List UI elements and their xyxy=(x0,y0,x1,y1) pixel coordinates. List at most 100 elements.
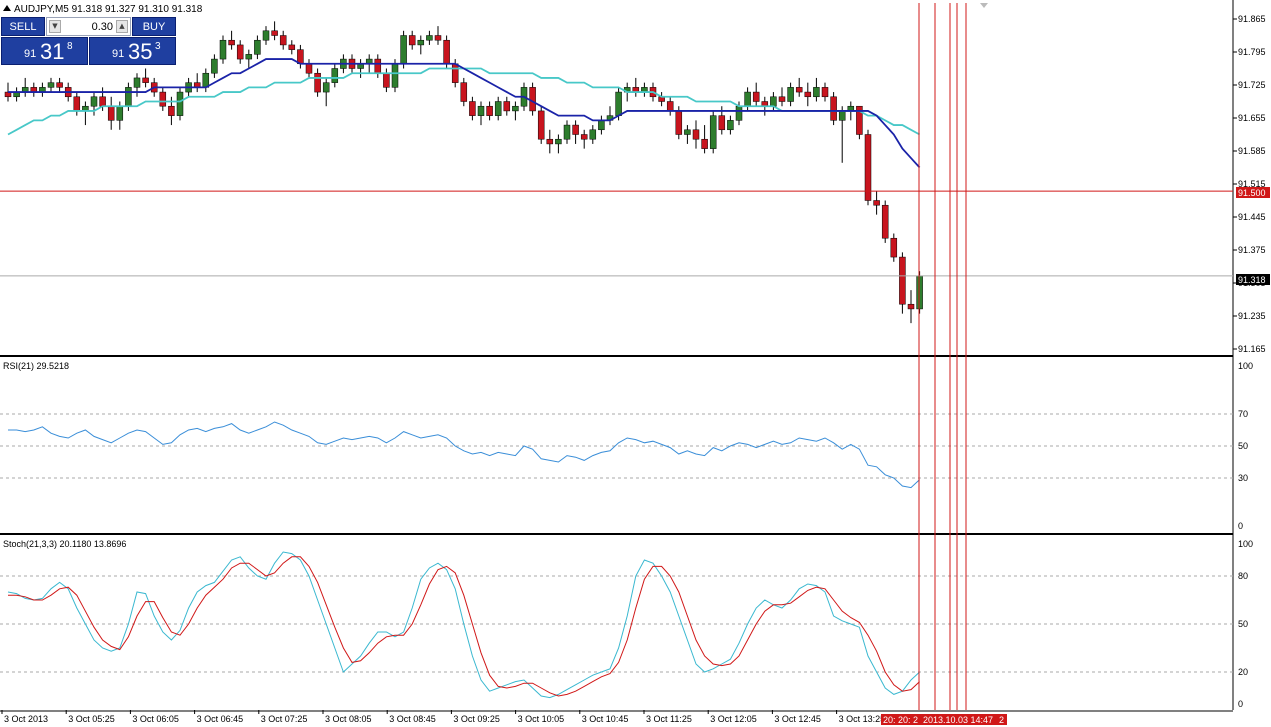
chart-shift-icon xyxy=(980,3,988,8)
stochastic-panel[interactable] xyxy=(7,551,920,699)
time-label: 3 Oct 12:45 xyxy=(774,714,821,724)
stoch-tick-label: 80 xyxy=(1238,571,1248,581)
candle-body xyxy=(873,200,880,206)
time-label: 3 Oct 05:25 xyxy=(68,714,115,724)
rsi-tick-label: 70 xyxy=(1238,409,1248,419)
candle-body xyxy=(735,105,743,121)
stoch-title: Stoch(21,3,3) 20.1180 13.8696 xyxy=(3,539,126,549)
candle-body xyxy=(211,58,218,74)
candle-body xyxy=(486,105,493,116)
candle-body xyxy=(770,96,777,107)
price-panel[interactable] xyxy=(4,21,923,324)
bid-price[interactable]: 91 31 8 xyxy=(1,37,88,65)
candle-body xyxy=(821,87,829,98)
time-label: 3 Oct 08:45 xyxy=(389,714,436,724)
candle-body xyxy=(305,63,313,74)
candle-body xyxy=(795,87,803,93)
candle-body xyxy=(503,101,511,112)
candle-body xyxy=(615,91,622,116)
candle-body xyxy=(477,105,485,116)
candle-body xyxy=(537,110,545,140)
candle-body xyxy=(271,30,278,36)
current-price-label: 91.318 xyxy=(1238,275,1266,285)
price-tick-label: 91.235 xyxy=(1238,311,1266,321)
price-tick-label: 91.655 xyxy=(1238,113,1266,123)
sell-button[interactable]: SELL xyxy=(1,17,45,36)
candle-body xyxy=(666,101,674,112)
candle-body xyxy=(752,91,760,102)
candle-body xyxy=(451,63,459,83)
rsi-title: RSI(21) 29.5218 xyxy=(3,361,69,371)
time-label: 3 Oct 10:45 xyxy=(582,714,629,724)
candle-body xyxy=(512,105,519,112)
vertical-lines[interactable] xyxy=(918,3,967,710)
bid-price-pip: 8 xyxy=(67,41,73,52)
ask-price[interactable]: 91 35 3 xyxy=(89,37,176,65)
time-label: 3 Oct 12:05 xyxy=(710,714,757,724)
candle-body xyxy=(718,115,726,131)
axes: 91.865 91.795 91.725 91.655 91.585 91.515 91.4… xyxy=(1,14,1266,724)
candle-body xyxy=(701,138,708,149)
candle-body xyxy=(159,91,167,107)
candle-body xyxy=(331,68,339,83)
price-tick-label: 91.865 xyxy=(1238,14,1266,24)
stoch-tick-label: 50 xyxy=(1238,619,1248,629)
candle-body xyxy=(580,134,588,140)
candle-body xyxy=(598,120,605,131)
price-tick-label: 91.725 xyxy=(1238,80,1266,90)
price-tick-label: 91.585 xyxy=(1238,146,1266,156)
price-tick-label: 91.515 xyxy=(1238,179,1266,189)
lot-size-field[interactable]: ▼ ▲ xyxy=(46,17,131,36)
candle-body xyxy=(916,275,923,310)
bid-price-main: 31 xyxy=(40,39,65,64)
buy-button[interactable]: BUY xyxy=(132,17,176,36)
candle-body xyxy=(426,35,433,41)
candle-body xyxy=(374,58,382,74)
candle-body xyxy=(804,91,812,98)
candle-body xyxy=(56,82,63,88)
candle-body xyxy=(133,77,141,88)
symbol-triangle-icon xyxy=(3,5,11,11)
horizontal-level[interactable] xyxy=(0,190,1233,277)
candle-body xyxy=(856,105,863,135)
candle-body xyxy=(107,105,115,121)
candle-body xyxy=(417,39,425,46)
candle-body xyxy=(279,35,287,46)
lot-size-input[interactable] xyxy=(63,19,113,34)
candle-body xyxy=(907,303,915,310)
candle-body xyxy=(391,63,399,88)
ask-price-main: 35 xyxy=(128,39,153,64)
candle-body xyxy=(890,237,898,258)
stoch-tick-label: 0 xyxy=(1238,699,1243,709)
lot-decrease-icon[interactable]: ▼ xyxy=(49,20,61,33)
candle-body xyxy=(168,105,175,116)
price-tick-label: 91.445 xyxy=(1238,212,1266,222)
candle-body xyxy=(684,129,691,135)
ask-price-pip: 3 xyxy=(155,41,161,52)
candle-body xyxy=(675,110,683,135)
time-label: 3 Oct 08:05 xyxy=(325,714,372,724)
rsi-tick-label: 0 xyxy=(1238,521,1243,531)
candle-body xyxy=(469,101,476,116)
rsi-panel[interactable] xyxy=(8,421,920,489)
ma-fast-line xyxy=(8,58,921,169)
candle-body xyxy=(864,134,872,201)
candle-body xyxy=(727,120,734,131)
time-label: 3 Oct 11:25 xyxy=(646,714,692,724)
candle-body xyxy=(245,54,253,60)
time-label: 3 Oct 09:25 xyxy=(453,714,500,724)
candle-body xyxy=(787,87,794,102)
indicator-gridlines xyxy=(0,413,1233,673)
stoch-tick-label: 20 xyxy=(1238,667,1248,677)
rsi-tick-label: 100 xyxy=(1238,361,1253,371)
time-label: 3 Oct 06:45 xyxy=(197,714,244,724)
rsi-tick-label: 50 xyxy=(1238,441,1248,451)
candle-body xyxy=(813,87,820,98)
rsi-tick-label: 30 xyxy=(1238,473,1248,483)
candle-body xyxy=(494,101,502,116)
stoch-tick-label: 100 xyxy=(1238,539,1253,549)
lot-increase-icon[interactable]: ▲ xyxy=(116,20,128,33)
candle-body xyxy=(881,204,889,239)
candle-body xyxy=(563,124,571,140)
